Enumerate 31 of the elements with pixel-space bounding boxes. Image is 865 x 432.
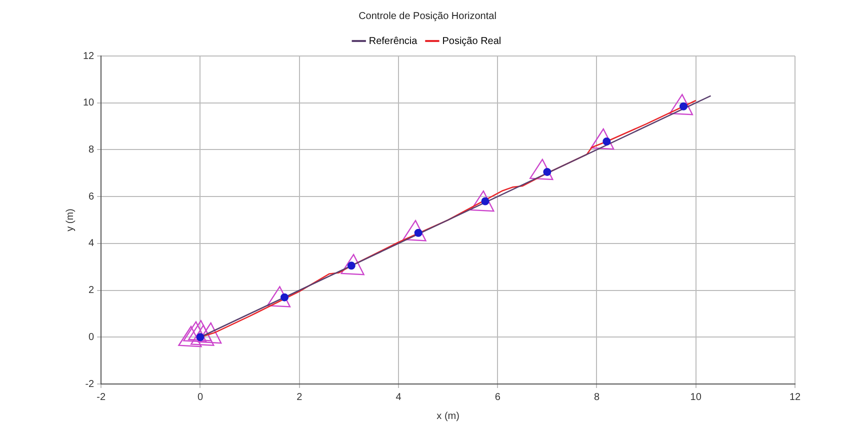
x-tick-label: 0 — [197, 392, 204, 403]
legend-label: Posição Real — [442, 36, 502, 47]
point — [188, 320, 212, 342]
x-tick-label: 10 — [690, 392, 702, 403]
x-tick-label: 12 — [789, 392, 801, 403]
point — [602, 138, 611, 146]
point — [266, 286, 291, 308]
point — [190, 324, 214, 346]
point — [543, 168, 552, 176]
y-tick-label: 10 — [83, 98, 95, 109]
legend-label: Referência — [368, 36, 418, 47]
point — [183, 321, 207, 342]
point — [178, 326, 202, 348]
x-tick-label: -2 — [96, 392, 106, 403]
x-axis-title: x (m) — [436, 410, 460, 422]
y-tick-label: 4 — [88, 238, 95, 250]
x-tick-label: 4 — [396, 392, 402, 403]
x-tick-label: 6 — [494, 392, 501, 403]
chart-title: Controle de Posição Horizontal — [358, 10, 496, 22]
x-tick-label: 8 — [594, 392, 600, 403]
y-tick-label: 2 — [88, 285, 95, 296]
point — [340, 254, 364, 276]
y-tick-label: 6 — [88, 191, 95, 202]
x-tick-label: 2 — [296, 392, 303, 403]
y-tick-label: 12 — [83, 50, 95, 62]
y-tick-label: 8 — [88, 144, 95, 156]
y-tick-label: 0 — [88, 332, 95, 343]
y-axis-title: y (m) — [64, 208, 76, 232]
point — [402, 220, 426, 242]
point — [198, 322, 222, 344]
y-tick-label: -2 — [85, 378, 95, 390]
